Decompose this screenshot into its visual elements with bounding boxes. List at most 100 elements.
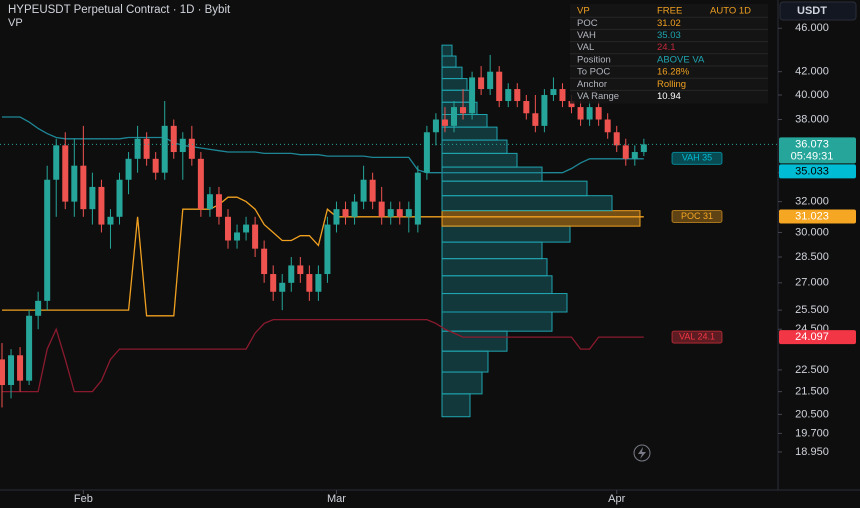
candle-body [243,224,250,233]
candle-body [224,216,231,241]
candle-body [234,232,241,241]
last-price-label: 36.073 [795,138,829,150]
level-badge [779,209,856,224]
table-cell: VA Range [577,91,619,102]
candle-body [450,107,457,126]
candle-body [550,89,557,96]
profile-bar [441,311,553,332]
level-line [2,196,644,317]
candle-body [161,125,168,173]
replay-button[interactable] [633,444,651,462]
candle-body [270,274,277,292]
y-tick-label: 30.000 [795,226,829,238]
candle-body [98,186,105,225]
candle-body [523,101,530,114]
currency: USDT [797,5,827,17]
y-tick-label: 19.700 [795,427,829,439]
candle-body [342,209,349,217]
currency-box[interactable] [779,1,857,21]
y-tick-label: 40.000 [795,89,829,101]
candle-body [261,248,268,275]
candle-body [125,158,132,180]
candle-body [613,132,620,146]
candle-body [35,300,42,316]
x-tick-label: Mar [327,493,346,505]
countdown: 05:49:31 [791,150,834,162]
candle-body [640,144,647,153]
level-tag-box [671,330,723,344]
profile-bar [441,126,498,141]
candle-body [215,194,222,217]
candle-body [514,89,521,102]
candle-body [53,145,60,180]
candle-body [622,145,629,159]
profile-bar [441,66,463,80]
table-cell: 31.02 [657,18,681,29]
candle-body [26,315,33,381]
candle-body [631,152,638,159]
table-cell: Anchor [577,79,607,90]
candle-body [469,77,476,114]
candle-body [387,209,394,217]
y-tick-label: 18.950 [795,446,829,458]
table-cell: 35.03 [657,30,681,41]
candle-body [378,201,385,217]
table-cell: Position [577,54,611,65]
profile-bar [441,55,457,68]
profile-bar [441,393,471,418]
candle-body [62,145,69,202]
candle-body [315,274,322,292]
profile-bar [441,114,488,128]
candle-body [179,138,186,153]
last-price-badge [779,137,856,164]
table-cell: VP [577,6,590,17]
y-tick-label: 22.500 [795,364,829,376]
candle-body [0,359,5,386]
candle-body [505,89,512,102]
level-line [2,318,644,393]
y-tick-label: 27.000 [795,277,829,289]
candle-body [288,265,295,283]
y-tick-label: 21.500 [795,386,829,398]
y-tick-label: 32.000 [795,196,829,208]
level-tag-box [671,209,723,223]
table-cell: ABOVE VA [657,54,705,65]
table-cell: 24.1 [657,42,676,53]
profile-bar [441,350,489,373]
profile-bar [441,275,553,295]
candle-body [252,224,259,249]
candle-body [432,119,439,133]
y-tick-label: 28.500 [795,251,829,263]
candle-body [487,71,494,90]
x-tick-label: Feb [74,493,93,505]
table-cell: VAL [577,42,594,53]
candle-body [206,194,213,210]
profile-bar [441,195,613,212]
level-tag: POC 31 [681,211,713,221]
level-price: 35.033 [795,165,829,177]
table-cell: To POC [577,67,610,78]
plot-area [0,44,647,418]
candle-body [414,172,421,225]
candle-body [423,132,430,173]
candle-body [577,107,584,120]
candle-body [170,125,177,153]
level-badge [779,164,856,179]
candle-body [8,355,15,386]
profile-bar [441,180,588,197]
candle-body [71,165,78,202]
profile-bar [441,241,543,260]
candle-body [532,113,539,126]
candle-body [143,138,150,159]
candle-body [297,265,304,275]
candle-body [351,201,358,217]
y-tick-label: 46.000 [795,22,829,34]
table-cell: 10.94 [657,91,681,102]
profile-bar [441,258,548,277]
table-cell: Rolling [657,79,686,90]
level-tag-box [671,151,723,165]
candle-body [279,282,286,292]
profile-bar [441,210,641,227]
candle-body [604,119,611,133]
